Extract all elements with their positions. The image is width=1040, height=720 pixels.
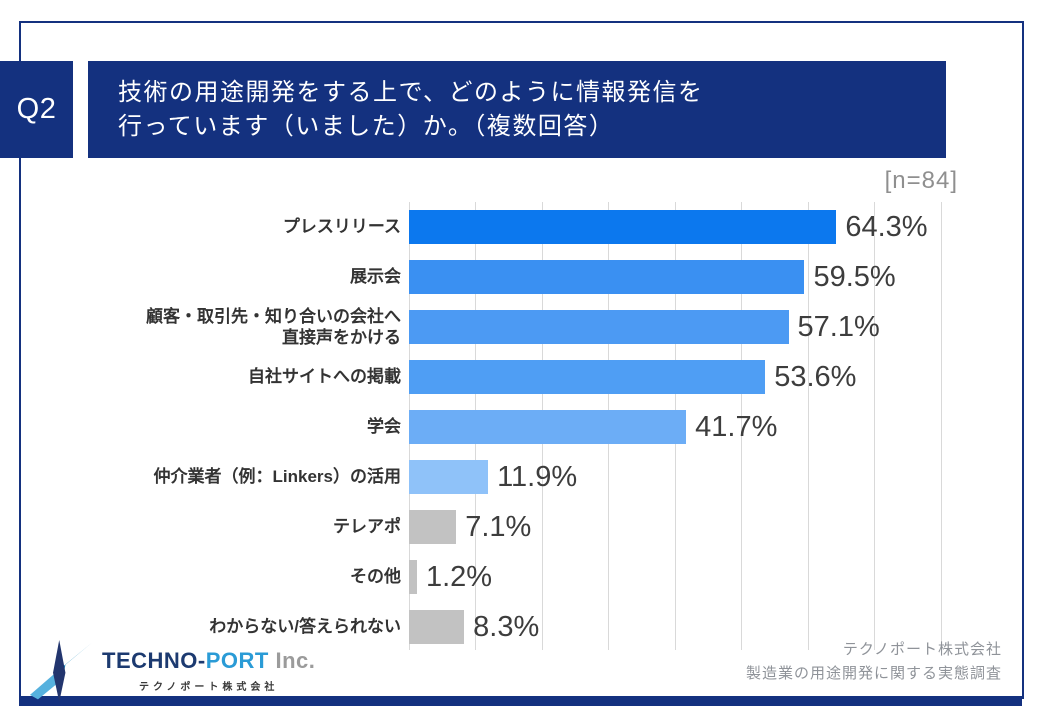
bar-value-label: 7.1%	[465, 510, 532, 543]
gridline	[940, 202, 942, 650]
question-title-line-2: 行っています（いました）か。（複数回答）	[118, 113, 615, 141]
bar-plot-area: 53.6%	[409, 360, 954, 394]
bar-value-label: 53.6%	[774, 360, 857, 393]
bar-value-label: 57.1%	[797, 310, 880, 343]
bar-plot-area: 57.1%	[409, 310, 954, 344]
category-label: 顧客・取引先・知り合いの会社へ 直接声をかける	[146, 306, 401, 347]
gridline	[874, 202, 876, 650]
gridline	[741, 202, 743, 650]
bar-value-label: 41.7%	[695, 410, 778, 443]
bar-value-label: 11.9%	[497, 460, 578, 493]
category-label: その他	[350, 567, 401, 587]
bottom-accent-bar	[19, 696, 1022, 706]
logo-text: TECHNO-PORT Inc. テクノポート株式会社	[102, 649, 315, 693]
bar	[409, 310, 789, 344]
bar-row: 展示会 59.5%	[24, 252, 1016, 302]
category-label: プレスリリース	[282, 217, 401, 237]
category-label: 自社サイトへの掲載	[248, 367, 401, 387]
logo-name-part3: Inc.	[268, 648, 316, 674]
bar-value-label: 64.3%	[845, 210, 928, 243]
sample-size-label: [n=84]	[884, 167, 958, 194]
bar-row: 自社サイトへの掲載 53.6%	[24, 352, 1016, 402]
logo-name: TECHNO-PORT Inc.	[102, 649, 315, 673]
category-label: わからない/答えられない	[209, 617, 401, 637]
bar-row: テレアポ 7.1%	[24, 502, 1016, 552]
logo-name-part2: PORT	[205, 648, 269, 674]
bar-row: その他 1.2%	[24, 552, 1016, 602]
bar	[409, 260, 805, 294]
category-label: 展示会	[350, 267, 401, 287]
bar	[409, 460, 489, 494]
question-number-box: Q2	[0, 61, 73, 158]
techno-port-logo-icon	[30, 640, 92, 702]
bar-row: 顧客・取引先・知り合いの会社へ 直接声をかける 57.1%	[24, 302, 1016, 352]
bar-row: 学会 41.7%	[24, 402, 1016, 452]
bar	[409, 360, 766, 394]
bar-value-label: 8.3%	[473, 610, 540, 643]
bar-plot-area: 1.2%	[409, 560, 954, 594]
bar	[409, 410, 687, 444]
survey-credit: テクノポート株式会社 製造業の用途開発に関する実態調査	[746, 638, 1002, 686]
question-number: Q2	[16, 93, 57, 125]
category-label: テレアポ	[333, 517, 401, 537]
bar-row: 仲介業者（例：Linkers）の活用 11.9%	[24, 452, 1016, 502]
bar-plot-area: 59.5%	[409, 260, 954, 294]
bar-plot-area: 7.1%	[409, 510, 954, 544]
bar-value-label: 1.2%	[425, 560, 493, 593]
question-title-line-1: 技術の用途開発をする上で、どのように情報発信を	[118, 79, 704, 106]
logo-subtext: テクノポート株式会社	[138, 681, 279, 693]
bar-row: プレスリリース 64.3%	[24, 202, 1016, 252]
company-logo: TECHNO-PORT Inc. テクノポート株式会社	[30, 640, 315, 702]
bar	[409, 610, 465, 644]
bar	[409, 210, 837, 244]
bar-plot-area: 11.9%	[409, 460, 954, 494]
question-title-bar: 技術の用途開発をする上で、どのように情報発信を 行っています（いました）か。（複…	[88, 61, 946, 158]
bar-chart: プレスリリース 64.3% 展示会 59.5% 顧客・取引先・知り合いの会社へ 直接声を…	[24, 202, 1016, 654]
credit-line-2: 製造業の用途開発に関する実態調査	[745, 665, 1002, 682]
bar-row: わからない/答えられない 8.3%	[24, 602, 1016, 652]
credit-line-1: テクノポート株式会社	[842, 641, 1002, 658]
logo-name-part1: TECHNO-	[102, 648, 206, 674]
bar-chart-rows: プレスリリース 64.3% 展示会 59.5% 顧客・取引先・知り合いの会社へ 直接声を…	[24, 202, 1016, 652]
bar-plot-area: 41.7%	[409, 410, 954, 444]
bar-value-label: 59.5%	[813, 260, 896, 293]
bar	[409, 560, 417, 594]
gridline	[807, 202, 809, 650]
bar-plot-area: 8.3%	[409, 610, 954, 644]
bar	[409, 510, 457, 544]
bar-plot-area: 64.3%	[409, 210, 954, 244]
category-label: 学会	[367, 417, 401, 437]
category-label: 仲介業者（例：Linkers）の活用	[153, 467, 401, 487]
